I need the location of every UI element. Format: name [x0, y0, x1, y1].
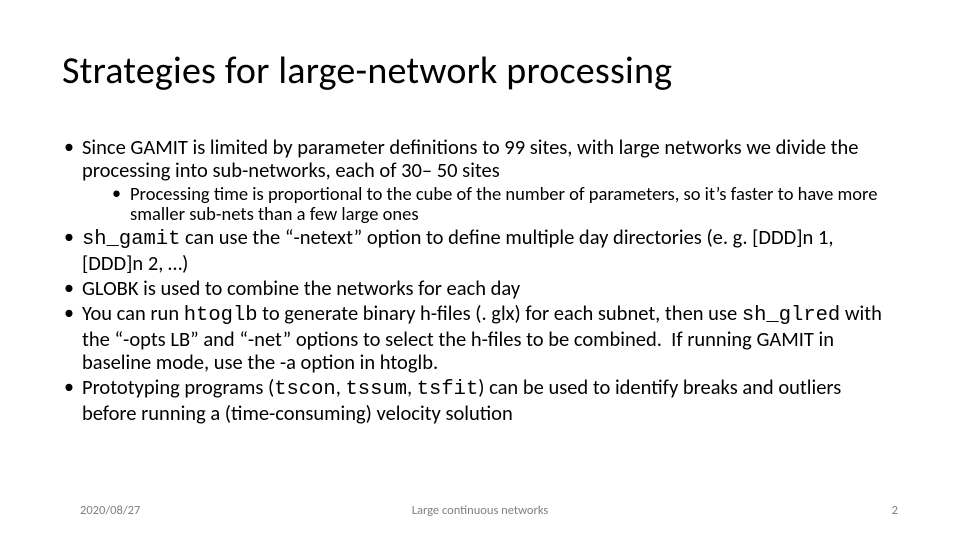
code-span: tssum	[345, 378, 407, 401]
bullet-text: Prototyping programs (	[82, 374, 274, 400]
bullet-text: ,	[407, 374, 417, 400]
bullet-text: can use the “-netext” option to define m…	[82, 224, 838, 276]
bullet-item: GLOBK is used to combine the networks fo…	[62, 277, 898, 300]
footer-title: Large continuous networks	[412, 503, 549, 518]
code-span: sh_glred	[742, 304, 840, 327]
slide-title: Strategies for large-network processing	[62, 48, 898, 94]
bullet-text: to generate binary h-files (. glx) for e…	[258, 300, 742, 326]
slide: Strategies for large-network processing …	[0, 0, 960, 540]
code-span: tscon	[274, 378, 336, 401]
bullet-item: Since GAMIT is limited by parameter defi…	[62, 136, 898, 224]
sub-bullet-text: Processing time is proportional to the c…	[130, 182, 877, 225]
slide-footer: 2020/08/27 Large continuous networks 2	[0, 503, 960, 518]
code-span: htoglb	[184, 304, 258, 327]
bullet-text: GLOBK is used to combine the networks fo…	[82, 275, 520, 301]
bullet-item: Prototyping programs (tscon, tssum, tsfi…	[62, 376, 898, 425]
footer-page-number: 2	[892, 503, 898, 518]
sub-bullet-item: Processing time is proportional to the c…	[110, 184, 898, 224]
code-span: tsfit	[417, 378, 479, 401]
bullet-list: Since GAMIT is limited by parameter defi…	[62, 136, 898, 424]
sub-bullet-list: Processing time is proportional to the c…	[82, 184, 898, 224]
slide-body: Since GAMIT is limited by parameter defi…	[62, 136, 898, 424]
bullet-text: You can run	[82, 300, 184, 326]
bullet-item: You can run htoglb to generate binary h-…	[62, 302, 898, 374]
bullet-item: sh_gamit can use the “-netext” option to…	[62, 226, 898, 275]
code-span: sh_gamit	[82, 228, 180, 251]
footer-date: 2020/08/27	[80, 503, 140, 518]
bullet-text: Since GAMIT is limited by parameter defi…	[82, 134, 859, 183]
